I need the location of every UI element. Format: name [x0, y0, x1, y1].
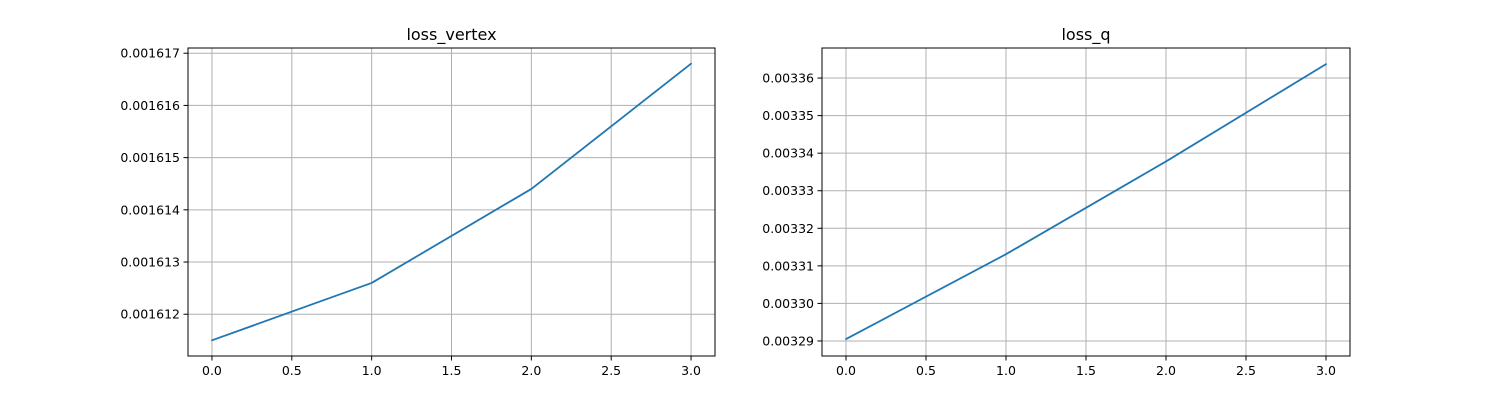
y-tick-label: 0.00335: [762, 108, 814, 123]
grid: [822, 48, 1350, 356]
x-tick-label: 3.0: [1316, 363, 1336, 378]
series-line-loss-q: [845, 63, 1327, 341]
x-tick-label: 1.0: [996, 363, 1016, 378]
grid: [188, 48, 715, 356]
x-tick-label: 2.5: [601, 363, 621, 378]
ticks: [817, 77, 1327, 361]
tick-labels: 0.0 0.5 1.0 1.5 2.0 2.5 3.0 0.001612 0.001613 0.0…: [120, 46, 701, 378]
y-tick-label: 0.00336: [762, 71, 814, 86]
y-tick-label: 0.00334: [762, 146, 814, 161]
x-tick-label: 2.5: [1236, 363, 1256, 378]
x-tick-label: 0.5: [916, 363, 936, 378]
series-line-loss-vertex: [211, 62, 692, 342]
y-tick-label: 0.001612: [120, 307, 180, 322]
y-tick-label: 0.00329: [762, 333, 814, 348]
y-tick-label: 0.001614: [120, 202, 180, 217]
y-tick-label: 0.00331: [762, 258, 814, 273]
x-tick-label: 0.0: [836, 363, 856, 378]
chart-title: loss_vertex: [406, 25, 496, 45]
x-tick-label: 1.0: [362, 363, 382, 378]
chart-title: loss_q: [1061, 25, 1110, 45]
y-tick-label: 0.00333: [762, 183, 814, 198]
series-group: [211, 62, 692, 342]
x-tick-label: 3.0: [681, 363, 701, 378]
y-tick-label: 0.00330: [762, 296, 814, 311]
series-group: [845, 63, 1327, 341]
y-tick-label: 0.001617: [120, 46, 180, 61]
y-tick-label: 0.001615: [120, 150, 180, 165]
chart-loss-vertex: loss_vertex 0.0 0.5 1.0 1.5 2.0 2.5 3.0 0.00161…: [120, 25, 716, 378]
y-tick-label: 0.001616: [120, 98, 180, 113]
x-tick-label: 2.0: [521, 363, 541, 378]
x-tick-label: 1.5: [1076, 363, 1096, 378]
tick-labels: 0.0 0.5 1.0 1.5 2.0 2.5 3.0 0.00329 0.00330 0.003…: [762, 71, 1336, 378]
ticks: [183, 52, 692, 361]
y-tick-label: 0.00332: [762, 221, 814, 236]
y-tick-label: 0.001613: [120, 255, 180, 270]
plot-frame: [187, 47, 716, 357]
x-tick-label: 2.0: [1156, 363, 1176, 378]
x-tick-label: 0.0: [202, 363, 222, 378]
chart-loss-q: loss_q 0.0 0.5 1.0 1.5 2.0 2.5 3.0 0.00329 0.003…: [762, 25, 1351, 378]
x-tick-label: 0.5: [282, 363, 302, 378]
x-tick-label: 1.5: [442, 363, 462, 378]
plot-frame: [821, 47, 1351, 357]
